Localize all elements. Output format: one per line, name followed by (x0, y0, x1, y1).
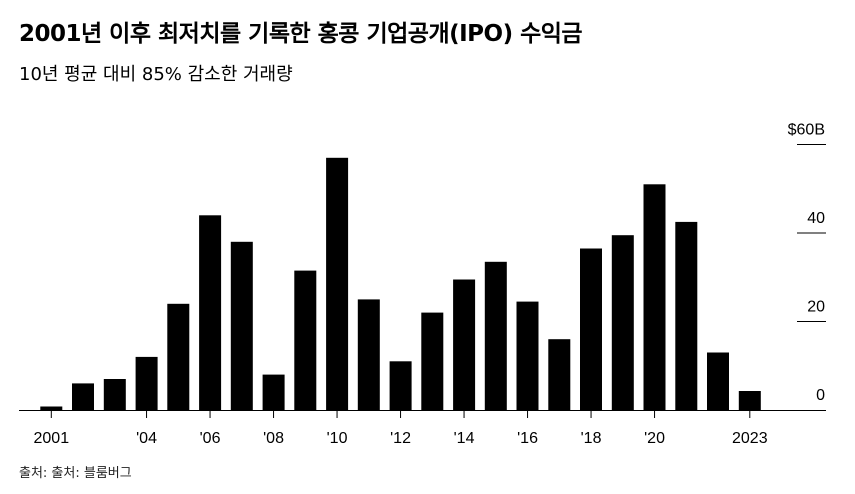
x-tick-label-2023: 2023 (732, 430, 768, 447)
bar-2007 (230, 241, 253, 410)
bar-2022 (707, 352, 729, 410)
bar-2021 (675, 221, 698, 410)
bar-2012 (389, 361, 412, 410)
y-tick-label-40: 40 (807, 210, 825, 227)
bar-2015 (484, 261, 507, 410)
y-axis: 0 20 40 $60B (788, 122, 826, 404)
y-tick-label-0: 0 (816, 387, 825, 404)
bar-2016 (516, 301, 539, 410)
chart-subtitle: 10년 평균 대비 85% 감소한 거래량 (19, 64, 293, 85)
bar-2014 (453, 279, 476, 410)
bar-2023 (738, 391, 761, 410)
source-note: 출처: 출처: 블룸버그 (19, 466, 132, 481)
bar-2017 (548, 339, 571, 410)
bar-2008 (262, 374, 285, 410)
x-tick-label-2008: '08 (263, 430, 284, 447)
x-tick-label-2006: '06 (200, 430, 221, 447)
bar-2010 (326, 157, 349, 410)
x-tick-label-2012: '12 (390, 430, 411, 447)
x-axis: 2001 '04 '06 '08 '10 '12 '14 '16 '18 '20 2023 (34, 410, 768, 447)
bar-2003 (103, 379, 126, 410)
bars-group (40, 157, 761, 410)
x-tick-label-2016: '16 (517, 430, 538, 447)
x-tick-label-2018: '18 (581, 430, 602, 447)
bar-2011 (357, 299, 380, 410)
chart-title: 2001년 이후 최저치를 기록한 홍콩 기업공개(IPO) 수익금 (19, 21, 583, 47)
x-tick-label-2014: '14 (454, 430, 475, 447)
bar-2019 (611, 235, 634, 410)
y-tick-label-20: 20 (807, 299, 825, 316)
bar-2020 (643, 184, 666, 410)
bar-2001 (40, 406, 63, 410)
x-tick-label-2004: '04 (136, 430, 157, 447)
bar-2005 (167, 303, 190, 410)
bar-2013 (421, 312, 444, 410)
bar-2002 (72, 383, 94, 410)
y-tick-label-60: $60B (788, 122, 825, 139)
x-tick-label-2001: 2001 (34, 430, 70, 447)
bar-2006 (199, 215, 222, 410)
bar-2004 (135, 356, 158, 410)
bar-2009 (294, 270, 317, 410)
bar-2018 (580, 248, 602, 410)
x-tick-label-2010: '10 (327, 430, 348, 447)
x-tick-label-2020: '20 (644, 430, 665, 447)
